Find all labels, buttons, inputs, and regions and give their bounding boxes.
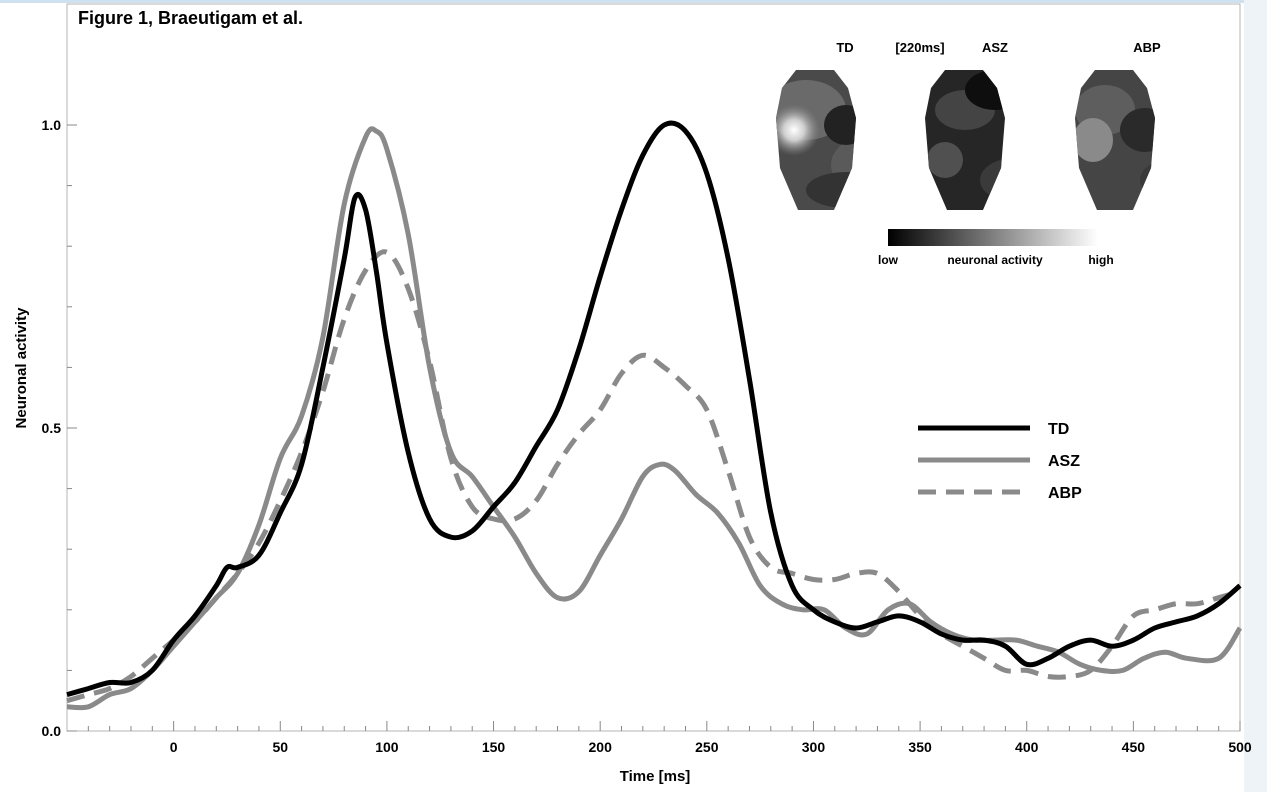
y-tick-label: 0.0 (42, 723, 62, 739)
axes (66, 3, 1241, 732)
series-line-asz (66, 126, 1243, 711)
map-label-asz: ASZ (982, 40, 1008, 55)
right-scroll-gutter (1244, 0, 1267, 792)
legend-label-asz: ASZ (1048, 453, 1080, 470)
series-group (66, 120, 1243, 711)
x-tick-label: 350 (908, 739, 932, 755)
x-tick-label: 450 (1122, 739, 1146, 755)
x-axis-ticks: 0 50 100 150 200 250 300 350 400 450 500 (87, 721, 1252, 755)
x-tick-label: 300 (802, 739, 826, 755)
topomap-asz (925, 70, 1005, 210)
colorbar-mid-label: neuronal activity (947, 253, 1043, 267)
x-tick-label: 150 (482, 739, 506, 755)
y-tick-label: 0.5 (42, 420, 62, 436)
y-axis-label: Neuronal activity (13, 307, 30, 429)
x-tick-label: 0 (170, 739, 178, 755)
topomap-td (776, 70, 856, 210)
top-border (0, 0, 1267, 3)
time-label: [220ms] (895, 40, 944, 55)
series-line-abp (66, 249, 1241, 704)
legend-label-td: TD (1048, 421, 1069, 438)
legend: TD ASZ ABP (918, 421, 1082, 502)
x-tick-label: 100 (375, 739, 399, 755)
y-tick-label: 1.0 (42, 117, 62, 133)
colorbar-high-label: high (1088, 253, 1113, 267)
y-axis-ticks: 0.0 0.5 1.0 (42, 117, 77, 739)
x-tick-label: 200 (589, 739, 613, 755)
colorbar (888, 229, 1098, 246)
map-label-td: TD (836, 40, 853, 55)
x-tick-label: 250 (695, 739, 719, 755)
figure-title: Figure 1, Braeutigam et al. (78, 8, 304, 28)
x-tick-label: 500 (1228, 739, 1252, 755)
plot-frame (66, 3, 1241, 732)
map-label-abp: ABP (1133, 40, 1161, 55)
x-axis-label: Time [ms] (620, 768, 691, 785)
colorbar-low-label: low (878, 253, 899, 267)
topomap-abp (1075, 70, 1155, 210)
legend-label-abp: ABP (1048, 485, 1082, 502)
x-tick-label: 50 (272, 739, 288, 755)
x-tick-label: 400 (1015, 739, 1039, 755)
series-line-td (66, 120, 1242, 698)
topography-inset: TD [220ms] ASZ ABP (776, 40, 1161, 267)
